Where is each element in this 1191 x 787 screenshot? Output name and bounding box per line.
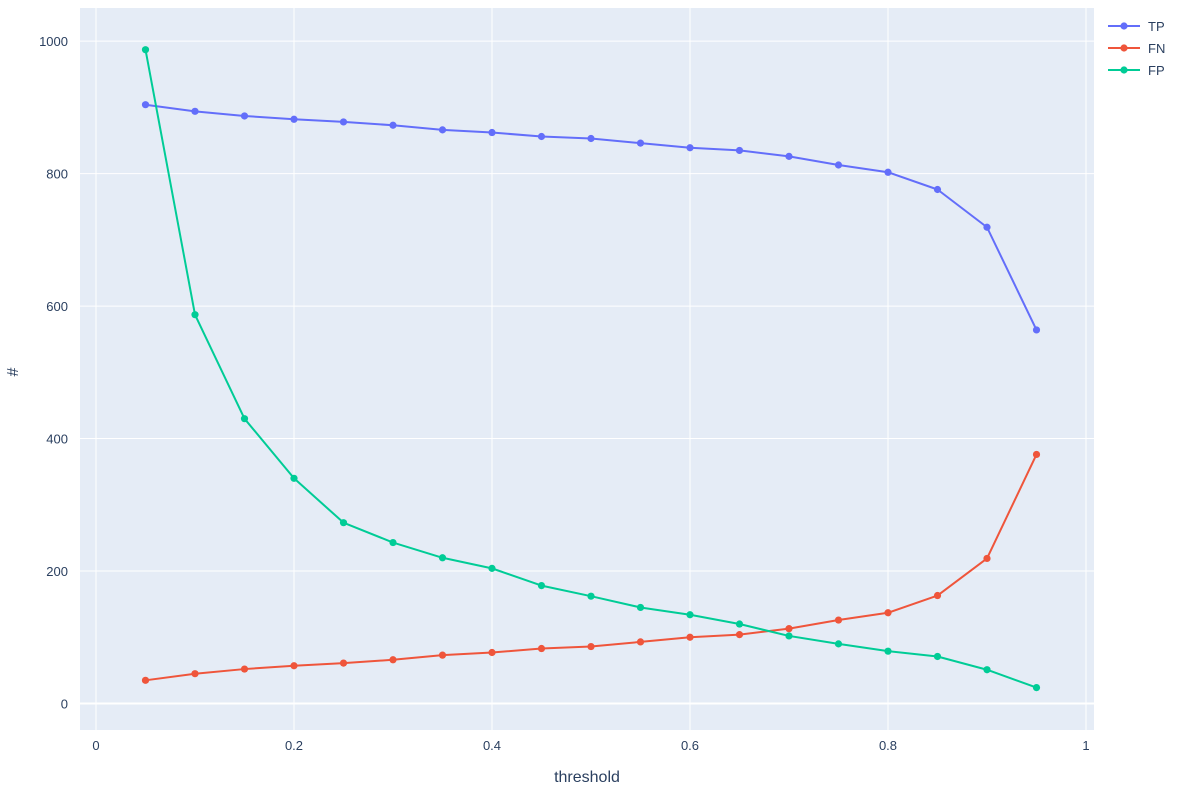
- data-point: [141, 101, 150, 109]
- data-point: [141, 46, 150, 54]
- data-point: [636, 603, 645, 612]
- data-point: [537, 644, 546, 653]
- series-layer: [141, 46, 1041, 692]
- data-point: [191, 107, 199, 115]
- plot-area: [80, 8, 1094, 730]
- x-axis-ticks: 0 0.2 0.4 0.6 0.8 1: [92, 738, 1089, 753]
- data-point: [1032, 450, 1041, 459]
- legend-item-fn[interactable]: FN: [1108, 41, 1165, 56]
- data-point: [339, 118, 348, 126]
- data-point: [884, 609, 892, 617]
- x-tick-label: 0.6: [681, 738, 699, 753]
- data-point: [884, 168, 892, 176]
- data-point: [290, 474, 298, 482]
- data-point: [240, 665, 249, 673]
- data-point: [389, 538, 397, 547]
- data-point: [686, 611, 694, 619]
- data-point: [290, 662, 298, 670]
- legend-item-fp[interactable]: FP: [1108, 63, 1165, 78]
- y-axis-title: #: [5, 367, 22, 376]
- data-point: [735, 631, 744, 639]
- legend: TP FN FP: [1108, 19, 1165, 78]
- legend-marker: [1120, 66, 1128, 74]
- series-tp: [141, 101, 1041, 334]
- series-fn: [141, 450, 1041, 684]
- data-point: [191, 311, 199, 319]
- data-point: [191, 670, 199, 678]
- y-tick-label: 1000: [39, 34, 68, 49]
- data-point: [537, 582, 546, 590]
- data-point: [834, 161, 843, 169]
- data-point: [438, 554, 447, 562]
- legend-label: FN: [1148, 41, 1165, 56]
- y-axis-ticks: 0 200 400 600 800 1000: [39, 34, 68, 711]
- data-point: [389, 121, 397, 129]
- data-point: [686, 144, 694, 152]
- data-point: [488, 648, 496, 657]
- data-point: [785, 632, 793, 640]
- data-point: [587, 642, 595, 651]
- legend-item-tp[interactable]: TP: [1108, 19, 1165, 34]
- legend-label: FP: [1148, 63, 1165, 78]
- y-tick-label: 200: [46, 564, 68, 579]
- data-point: [537, 132, 546, 141]
- data-point: [933, 591, 942, 600]
- data-point: [735, 146, 744, 155]
- data-point: [933, 652, 942, 661]
- data-point: [636, 139, 645, 147]
- data-point: [240, 112, 249, 120]
- data-point: [735, 620, 744, 628]
- legend-marker: [1120, 44, 1128, 52]
- data-point: [339, 519, 348, 527]
- data-point: [438, 651, 447, 659]
- grid: [80, 8, 1094, 730]
- x-tick-label: 0.2: [285, 738, 303, 753]
- data-point: [488, 564, 496, 572]
- legend-label: TP: [1148, 19, 1165, 34]
- data-point: [587, 592, 595, 600]
- y-tick-label: 0: [61, 697, 68, 712]
- series-fp: [141, 46, 1041, 692]
- data-point: [834, 640, 843, 648]
- data-point: [983, 666, 991, 674]
- data-point: [1032, 684, 1041, 692]
- data-point: [785, 152, 793, 160]
- data-point: [488, 128, 496, 137]
- x-tick-label: 0.4: [483, 738, 501, 753]
- x-tick-label: 0: [92, 738, 99, 753]
- y-tick-label: 600: [46, 299, 68, 314]
- data-point: [587, 134, 595, 143]
- data-point: [1032, 326, 1041, 334]
- x-tick-label: 1: [1082, 738, 1089, 753]
- x-tick-label: 0.8: [879, 738, 897, 753]
- data-point: [884, 647, 892, 655]
- data-point: [389, 656, 397, 664]
- data-point: [438, 126, 447, 134]
- y-tick-label: 800: [46, 167, 68, 182]
- data-point: [686, 633, 694, 641]
- data-point: [339, 659, 348, 667]
- x-axis-title: threshold: [554, 769, 620, 786]
- data-point: [785, 625, 793, 633]
- data-point: [636, 638, 645, 646]
- data-point: [834, 616, 843, 624]
- data-point: [141, 676, 150, 684]
- data-point: [983, 554, 991, 563]
- data-point: [933, 185, 942, 194]
- data-point: [983, 223, 991, 231]
- data-point: [290, 115, 298, 123]
- legend-marker: [1120, 22, 1128, 30]
- data-point: [240, 415, 249, 423]
- y-tick-label: 400: [46, 432, 68, 447]
